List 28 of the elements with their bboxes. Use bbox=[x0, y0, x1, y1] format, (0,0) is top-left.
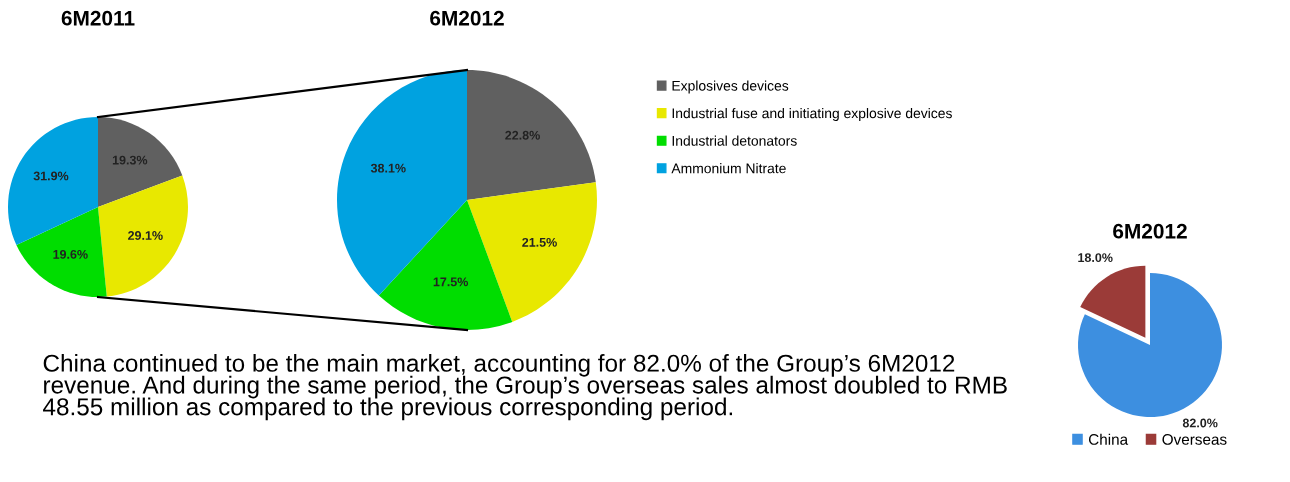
pie-slice bbox=[467, 70, 596, 200]
pie-slice bbox=[467, 182, 597, 322]
pie-slice bbox=[16, 207, 107, 297]
pie-slice bbox=[337, 70, 467, 296]
text: China continued to be the main market, accounting for 82.0% of the Group’s 6M2012 revenue. And during the same period, the Group’s overseas sales almost doubled to RMB 48.55 million as compared to the previous corresponding period. bbox=[43, 354, 1007, 421]
legend-label: China bbox=[1088, 433, 1129, 445]
legend-label: Overseas bbox=[1162, 434, 1227, 445]
chart-title: 6M2012 bbox=[430, 10, 504, 26]
legend-label: Ammonium Nitrate bbox=[671, 163, 786, 174]
legend-label: Industrial fuse and initiating explosive devices bbox=[672, 108, 952, 121]
data-label: 31.9% bbox=[33, 171, 69, 181]
pie-slice bbox=[98, 175, 188, 297]
data-label: 17.5% bbox=[433, 277, 469, 287]
data-label: 38.1% bbox=[370, 163, 406, 173]
pie-slice bbox=[98, 117, 183, 207]
data-label: 18.0% bbox=[1078, 253, 1113, 263]
pie-slice bbox=[378, 200, 513, 330]
data-label: 29.1% bbox=[128, 231, 163, 240]
chart-title: 6M2012 bbox=[1113, 223, 1187, 239]
legend-label: Explosives devices bbox=[672, 80, 789, 94]
data-label: 19.6% bbox=[53, 249, 88, 259]
chart-title: 6M2011 bbox=[61, 10, 135, 26]
data-label: 82.0% bbox=[1182, 418, 1218, 428]
pie-slice bbox=[8, 117, 98, 245]
data-label: 19.3% bbox=[112, 155, 148, 165]
legend-label: Industrial detonators bbox=[672, 135, 797, 146]
data-label: 22.8% bbox=[505, 130, 540, 140]
data-label: 21.5% bbox=[522, 237, 557, 247]
